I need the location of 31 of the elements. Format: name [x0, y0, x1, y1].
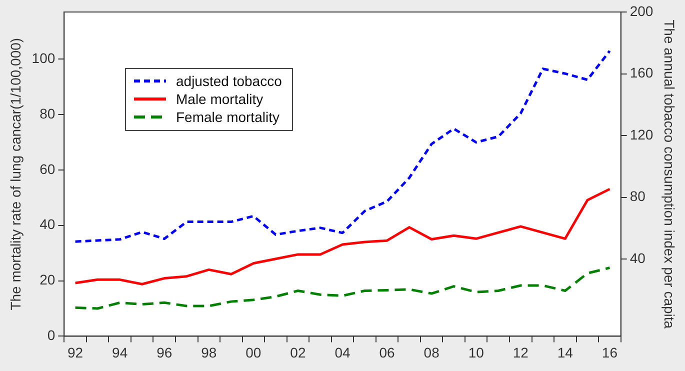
legend-label: Female mortality: [176, 109, 280, 125]
y2-tick-label: 200: [630, 2, 654, 19]
x-tick-label: 16: [602, 344, 618, 360]
x-tick-label: 00: [246, 344, 262, 360]
x-tick-label: 10: [468, 344, 484, 360]
x-tick-label: 06: [379, 344, 396, 360]
x-tick-label: 92: [68, 344, 84, 360]
y-tick-label: 40: [40, 216, 56, 232]
y-tick-label: 80: [40, 105, 56, 122]
legend-label: Male mortality: [176, 91, 264, 107]
x-tick-label: 96: [156, 344, 172, 360]
y2-axis-title: The annual tobacco consumption index per capita: [662, 20, 678, 329]
line-series: [74, 50, 611, 243]
legend-label: adjusted tobacco: [176, 73, 282, 89]
x-tick-label: 02: [290, 344, 306, 360]
x-tick-label: 98: [201, 344, 217, 360]
x-tick-label: 94: [112, 344, 128, 360]
line-series: [74, 266, 611, 310]
x-tick-label: 12: [512, 344, 529, 360]
y2-tick-label: 40: [630, 250, 646, 266]
x-tick-label: 14: [557, 344, 574, 360]
y2-tick-label: 120: [630, 126, 654, 142]
y-tick-label: 100: [32, 50, 56, 66]
y-tick-label: 0: [47, 327, 56, 344]
x-tick-label: 04: [334, 344, 350, 360]
x-tick-label: 08: [424, 344, 440, 360]
y2-tick-label: 80: [630, 188, 646, 204]
y-tick-label: 20: [40, 272, 56, 288]
y-tick-label: 60: [40, 160, 56, 177]
y2-tick-label: 160: [630, 64, 654, 81]
y-axis-title: The mortality rate of lung cancar(1/100,000): [7, 38, 24, 310]
